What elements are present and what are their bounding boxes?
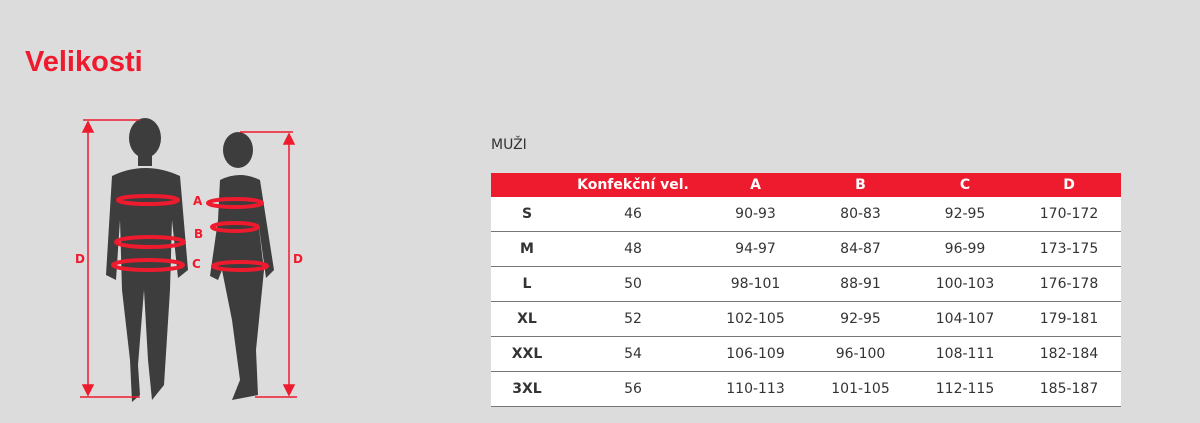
header-b: B	[808, 173, 913, 197]
header-konfekcni: Konfekční vel.	[563, 173, 703, 197]
cell-b: 80-83	[808, 197, 913, 232]
header-a: A	[703, 173, 808, 197]
cell-c: 100-103	[913, 266, 1017, 302]
table-row: S 46 90-93 80-83 92-95 170-172	[491, 197, 1121, 232]
cell-b: 84-87	[808, 231, 913, 267]
body-measurement-figure: A B C D D	[75, 118, 303, 402]
cell-a: 106-109	[703, 336, 808, 372]
cell-d: 182-184	[1017, 336, 1121, 372]
page-title: Velikosti	[25, 46, 143, 78]
label-a: A	[193, 194, 203, 208]
cell-c: 96-99	[913, 231, 1017, 267]
cell-a: 98-101	[703, 266, 808, 302]
cell-a: 102-105	[703, 301, 808, 337]
cell-d: 185-187	[1017, 371, 1121, 407]
cell-konfekcni: 48	[563, 231, 703, 267]
cell-b: 101-105	[808, 371, 913, 407]
table-header-row: Konfekční vel. A B C D	[491, 173, 1121, 197]
cell-b: 88-91	[808, 266, 913, 302]
cell-d: 170-172	[1017, 197, 1121, 232]
male-silhouette-icon	[106, 118, 188, 402]
cell-d: 173-175	[1017, 231, 1121, 267]
cell-konfekcni: 54	[563, 336, 703, 372]
header-d: D	[1017, 173, 1121, 197]
label-b: B	[194, 227, 203, 241]
cell-size: 3XL	[491, 371, 563, 407]
label-d-male: D	[75, 252, 85, 266]
cell-size: L	[491, 266, 563, 302]
label-c: C	[192, 257, 201, 271]
table-row: XXL 54 106-109 96-100 108-111 182-184	[491, 336, 1121, 372]
cell-b: 96-100	[808, 336, 913, 372]
cell-d: 176-178	[1017, 266, 1121, 302]
cell-size: XL	[491, 301, 563, 337]
cell-d: 179-181	[1017, 301, 1121, 337]
table-row: M 48 94-97 84-87 96-99 173-175	[491, 231, 1121, 267]
cell-b: 92-95	[808, 301, 913, 337]
cell-c: 112-115	[913, 371, 1017, 407]
header-c: C	[913, 173, 1017, 197]
cell-c: 92-95	[913, 197, 1017, 232]
table-row: L 50 98-101 88-91 100-103 176-178	[491, 266, 1121, 302]
label-d-female: D	[293, 252, 303, 266]
cell-a: 90-93	[703, 197, 808, 232]
header-size	[491, 173, 563, 197]
cell-c: 104-107	[913, 301, 1017, 337]
section-label: MUŽI	[491, 137, 527, 153]
cell-size: M	[491, 231, 563, 267]
cell-c: 108-111	[913, 336, 1017, 372]
cell-size: S	[491, 197, 563, 232]
cell-konfekcni: 56	[563, 371, 703, 407]
cell-konfekcni: 52	[563, 301, 703, 337]
size-table: Konfekční vel. A B C D S 46 90-93 80-83 92-9…	[491, 173, 1121, 407]
cell-konfekcni: 46	[563, 197, 703, 232]
table-row: 3XL 56 110-113 101-105 112-115 185-187	[491, 371, 1121, 407]
cell-a: 110-113	[703, 371, 808, 407]
cell-konfekcni: 50	[563, 266, 703, 302]
cell-size: XXL	[491, 336, 563, 372]
cell-a: 94-97	[703, 231, 808, 267]
table-row: XL 52 102-105 92-95 104-107 179-181	[491, 301, 1121, 337]
